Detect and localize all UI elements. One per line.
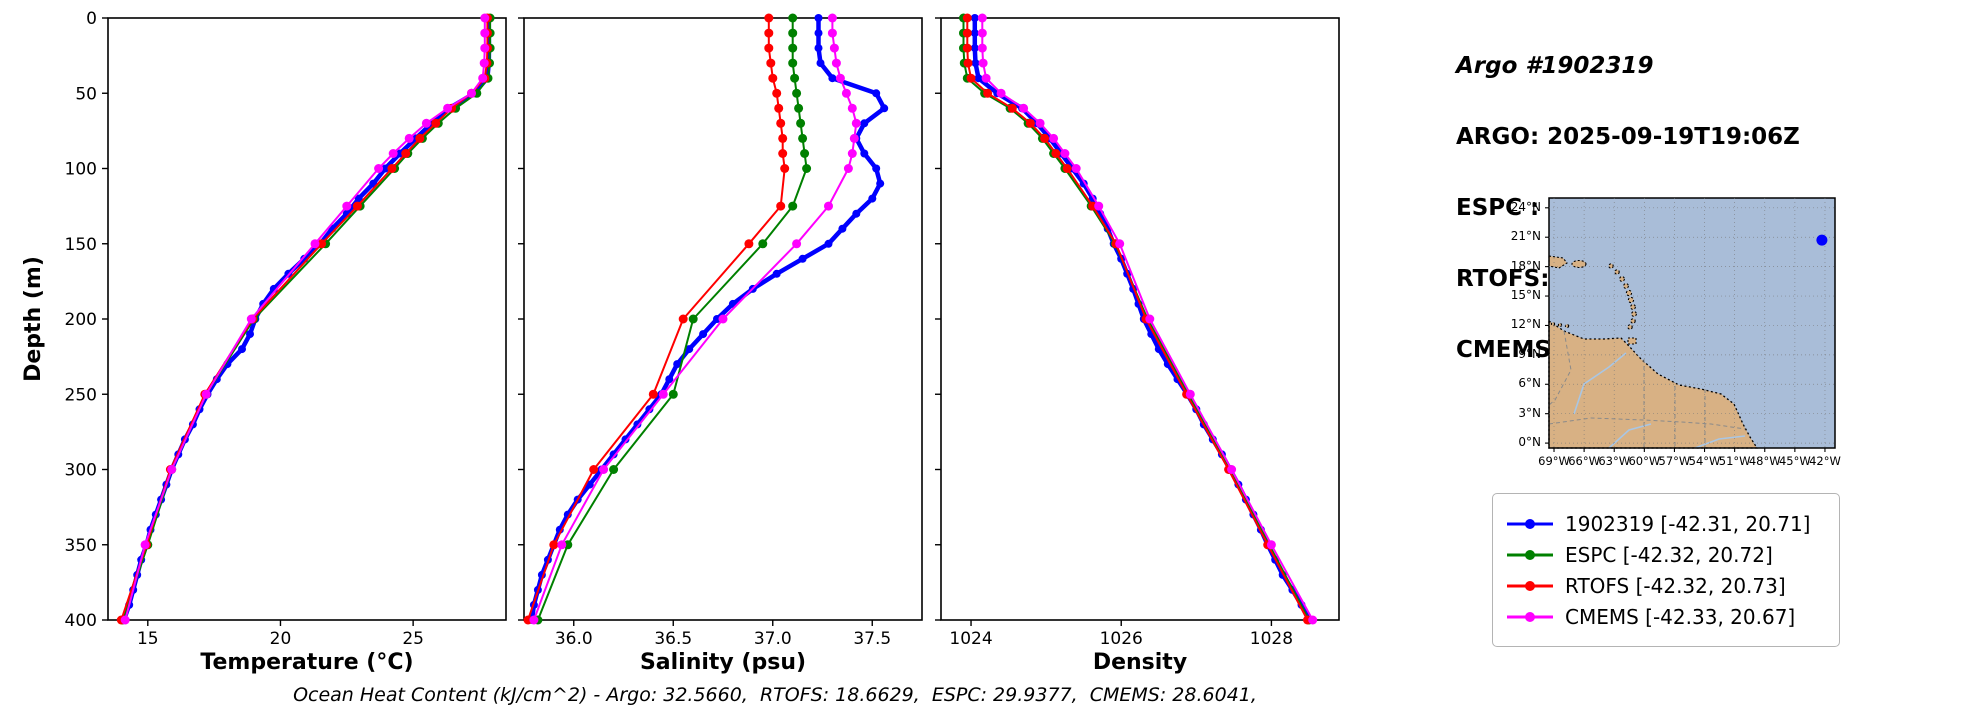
profile-line-1902319 [529, 18, 887, 621]
profile-line-CMEMS [124, 18, 486, 621]
map-lat-tick-label: 9°N [1518, 346, 1541, 361]
argo-timestamp: ARGO: 2025-09-19T19:06Z [1456, 124, 1800, 150]
x-tick-label: 37.5 [853, 629, 891, 649]
legend-item-espc: ESPC [-42.32, 20.72] [1507, 543, 1825, 567]
y-tick-label: 0 [86, 9, 97, 29]
map-lon-tick-label: 60°W [1628, 454, 1661, 468]
espc-line-icon [1507, 549, 1553, 560]
legend-label-argo: 1902319 [-42.31, 20.71] [1565, 511, 1811, 536]
x-tick-label: 36.5 [654, 629, 692, 649]
map-lat-tick-label: 21°N [1510, 229, 1541, 244]
map-lon-tick-label: 69°W [1538, 454, 1570, 468]
temperature-axis-label: Temperature (°C) [200, 650, 414, 675]
legend: 1902319 [-42.31, 20.71] ESPC [-42.32, 20… [1492, 493, 1840, 647]
argo-position-marker [1816, 234, 1828, 246]
y-tick-label: 200 [65, 310, 97, 330]
x-tick-label: 37.0 [754, 629, 792, 649]
figure-title: Argo #1902319 [1456, 53, 1654, 79]
x-tick-label: 36.0 [555, 629, 593, 649]
map-lon-tick-label: 63°W [1598, 454, 1631, 468]
salinity-axis-label: Salinity (psu) [639, 650, 807, 675]
y-tick-label: 50 [75, 84, 97, 104]
x-tick-label: 1024 [949, 629, 992, 649]
y-tick-label: 300 [65, 461, 97, 481]
map-frame [1548, 197, 1836, 449]
y-tick-label: 250 [65, 385, 97, 405]
salinity-profile-chart: 36.0 36.5 37.0 37.5 [518, 13, 923, 649]
map-lon-tick-label: 42°W [1809, 454, 1841, 468]
map-lat-tick-label: 18°N [1510, 258, 1541, 273]
map-lat-tick-label: 3°N [1518, 405, 1541, 420]
x-tick-label: 1026 [1100, 629, 1143, 649]
map-lat-tick-label: 15°N [1510, 288, 1541, 303]
map-lon-tick-label: 57°W [1658, 454, 1691, 468]
map-lat-tick-label: 0°N [1518, 435, 1541, 450]
density-axis-label: Density [1092, 650, 1188, 675]
x-tick-label: 20 [270, 629, 292, 649]
y-tick-label: 100 [65, 160, 97, 180]
map-lat-tick-label: 6°N [1518, 376, 1541, 391]
location-map [1545, 197, 1836, 452]
legend-item-argo: 1902319 [-42.31, 20.71] [1507, 512, 1825, 536]
map-lat-tick-label: 24°N [1510, 199, 1541, 214]
y-tick-label: 350 [65, 536, 97, 556]
x-tick-label: 1028 [1250, 629, 1293, 649]
profile-line-RTOFS [527, 18, 786, 621]
depth-axis-label: Depth (m) [21, 256, 46, 382]
map-lon-tick-label: 45°W [1778, 454, 1811, 468]
x-tick-label: 15 [137, 629, 159, 649]
legend-label-cmems: CMEMS [-42.33, 20.67] [1565, 604, 1796, 629]
map-lat-tick-label: 12°N [1510, 317, 1541, 332]
map-islands [1548, 255, 1637, 345]
legend-item-rtofs: RTOFS [-42.32, 20.73] [1507, 574, 1825, 598]
y-tick-label: 400 [65, 611, 97, 631]
map-lon-tick-label: 48°W [1748, 454, 1781, 468]
cmems-line-icon [1507, 611, 1553, 622]
profile-line-RTOFS [120, 18, 489, 621]
profile-line-ESPC [536, 18, 808, 621]
argo-line-icon [1507, 518, 1553, 529]
legend-label-espc: ESPC [-42.32, 20.72] [1565, 542, 1773, 567]
legend-label-rtofs: RTOFS [-42.32, 20.73] [1565, 573, 1786, 598]
map-lon-tick-label: 66°W [1568, 454, 1600, 468]
profile-line-1902319 [121, 18, 492, 621]
density-profile-chart: 1024 1026 1028 [935, 13, 1340, 649]
map-lon-tick-label: 51°W [1718, 454, 1751, 468]
y-tick-label: 150 [65, 235, 97, 255]
rtofs-line-icon [1507, 580, 1553, 591]
legend-item-cmems: CMEMS [-42.33, 20.67] [1507, 605, 1825, 629]
map-lon-tick-label: 54°W [1688, 454, 1721, 468]
x-tick-label: 25 [402, 629, 424, 649]
profile-line-ESPC [121, 18, 492, 621]
ocean-heat-content-caption: Ocean Heat Content (kJ/cm^2) - Argo: 32.… [293, 684, 1257, 706]
